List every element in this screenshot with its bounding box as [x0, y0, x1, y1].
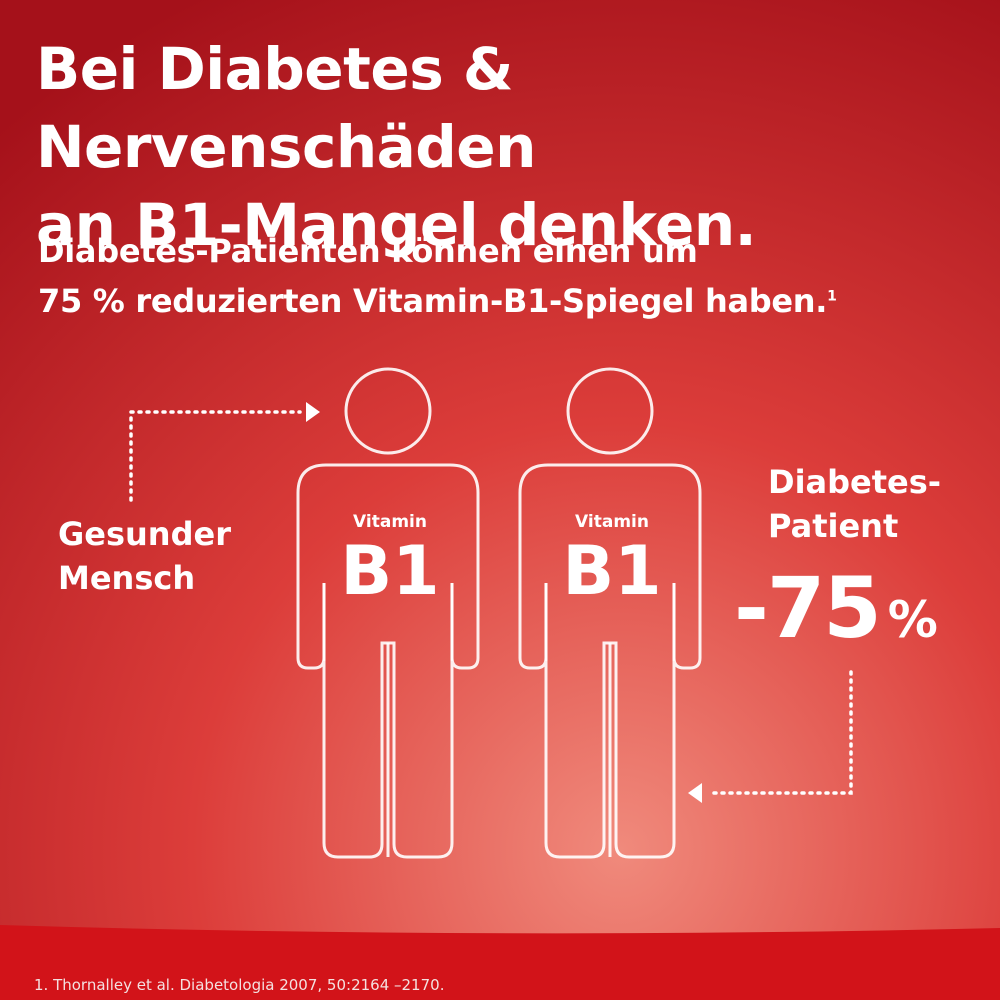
subheadline-line-2: 75 % reduzierten Vitamin-B1-Spiegel habe…: [38, 276, 978, 326]
healthy-connector-arrow: [129, 402, 320, 502]
healthy-empty-fill: [298, 369, 478, 410]
healthy-label-line-1: Gesunder: [58, 515, 231, 553]
patient-connector-arrow: [688, 670, 853, 803]
reduction-number: -75: [734, 559, 882, 657]
patient-label-line-1: Diabetes-: [768, 463, 942, 501]
arrow-left-icon: [688, 783, 702, 803]
footnote: 1. Thornalley et al. Diabetologia 2007, …: [34, 976, 445, 994]
footer-band: [0, 925, 1000, 1000]
patient-figure: Vitamin B1: [518, 367, 702, 859]
patient-vitamin-label: Vitamin: [575, 512, 649, 532]
patient-label: Diabetes- Patient: [768, 460, 988, 548]
healthy-vitamin-label: Vitamin: [353, 512, 427, 532]
subheadline-line-1: Diabetes-Patienten können einen um: [38, 232, 698, 270]
healthy-b1-label: B1: [340, 532, 439, 611]
headline-line-2: an B1-Mangel denken.: [36, 191, 757, 259]
healthy-figure: Vitamin B1: [296, 367, 480, 859]
headline: Bei Diabetes & Nervenschäden an B1-Mange…: [36, 30, 996, 264]
subheadline-line-2-text: 75 % reduzierten Vitamin-B1-Spiegel habe…: [38, 282, 828, 320]
reduction-value: -75%: [734, 558, 994, 670]
healthy-label-line-2: Mensch: [58, 559, 196, 597]
healthy-label: Gesunder Mensch: [58, 512, 278, 600]
headline-line-1: Bei Diabetes & Nervenschäden: [36, 35, 536, 181]
reduction-unit: %: [887, 591, 938, 649]
patient-label-line-2: Patient: [768, 507, 899, 545]
footnote-marker: 1: [827, 288, 837, 305]
arrow-right-icon: [306, 402, 320, 422]
subheadline: Diabetes-Patienten können einen um 75 % …: [38, 226, 978, 326]
patient-b1-label: B1: [562, 532, 661, 611]
healthy-vitamin-fill: [298, 410, 478, 857]
